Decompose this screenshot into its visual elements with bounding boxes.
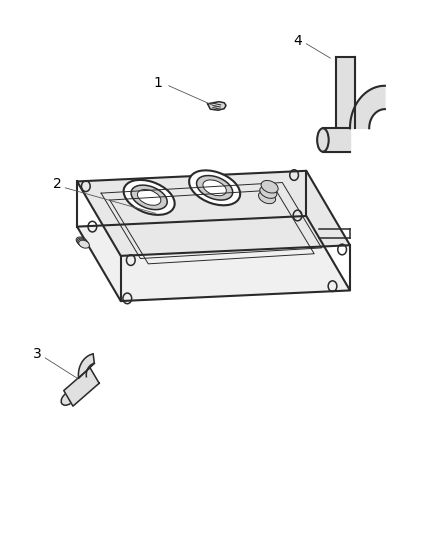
Ellipse shape <box>197 175 233 200</box>
Ellipse shape <box>124 180 175 215</box>
Polygon shape <box>350 86 385 128</box>
Text: 4: 4 <box>293 34 302 47</box>
Polygon shape <box>336 56 355 128</box>
Ellipse shape <box>189 171 240 205</box>
Polygon shape <box>78 354 94 378</box>
Ellipse shape <box>203 180 226 196</box>
Ellipse shape <box>258 191 276 204</box>
Ellipse shape <box>76 237 87 245</box>
Ellipse shape <box>317 128 328 152</box>
Polygon shape <box>77 216 350 301</box>
Ellipse shape <box>78 239 88 247</box>
Polygon shape <box>208 102 226 110</box>
Polygon shape <box>77 171 350 256</box>
Polygon shape <box>323 128 350 152</box>
Text: 3: 3 <box>33 347 42 361</box>
Ellipse shape <box>138 190 161 205</box>
Polygon shape <box>64 368 99 406</box>
Ellipse shape <box>79 240 89 248</box>
Ellipse shape <box>260 186 277 198</box>
Text: 1: 1 <box>153 76 162 90</box>
Ellipse shape <box>61 391 76 405</box>
Ellipse shape <box>77 238 88 246</box>
Ellipse shape <box>131 185 167 209</box>
Text: 2: 2 <box>53 177 62 191</box>
Ellipse shape <box>261 181 278 193</box>
